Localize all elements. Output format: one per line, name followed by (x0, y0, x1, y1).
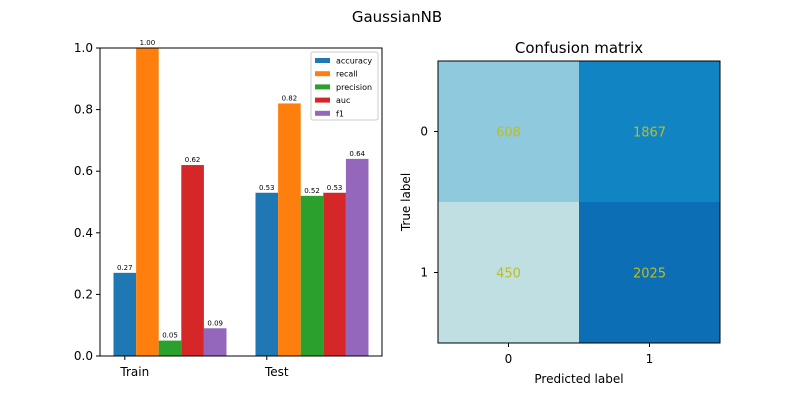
bar-marks: 0.27 0.53 1.00 0.82 0.05 0.52 0.62 0.53 0.09 0.64 (113, 39, 369, 356)
bar-auc-test (323, 192, 346, 356)
legend-label-auc: auc (336, 96, 350, 105)
legend-label-accuracy: accuracy (336, 57, 372, 66)
bar-precision-test (300, 195, 324, 356)
bar-recall-test (278, 103, 301, 356)
cm-cell-value: 450 (496, 267, 521, 282)
bar-value-label: 0.82 (282, 94, 298, 102)
cm-axes-frame (437, 60, 721, 344)
cm-x-tick-label: 1 (646, 352, 654, 366)
cm-title: Confusion matrix (515, 39, 643, 57)
cm-axes: 0 1 0 1 (420, 60, 721, 366)
legend-swatch-f1 (315, 110, 330, 116)
legend-swatch-recall (315, 71, 330, 77)
bar-f1-train (203, 328, 227, 356)
legend-swatch-auc (315, 97, 330, 103)
cm-cell-value: 2025 (633, 267, 666, 282)
bar-value-label: 0.05 (162, 332, 178, 340)
x-tick-label-train: Train (119, 365, 149, 379)
y-tick-label: 0.2 (74, 287, 93, 301)
legend-swatch-accuracy (315, 58, 330, 63)
legend-label-precision: precision (336, 83, 372, 92)
y-tick-label: 0.8 (74, 103, 93, 117)
bar-precision-train (158, 340, 182, 356)
cm-y-tick-label: 1 (420, 266, 428, 280)
legend-swatch-precision (315, 84, 330, 90)
bar-f1-test (345, 158, 369, 356)
cm-cell-0-0 (438, 61, 579, 202)
bar-axes: 0.0 0.2 0.4 0.6 0.8 1.0 Train Test (74, 41, 383, 379)
bar-value-label: 0.53 (327, 184, 343, 192)
bar-value-label: 0.52 (304, 187, 320, 195)
legend-label-recall: recall (336, 70, 358, 79)
cm-y-tick-label: 0 (420, 125, 428, 139)
bar-value-label: 1.00 (140, 39, 156, 47)
cm-x-tick-label: 0 (505, 352, 513, 366)
legend-label-f1: f1 (336, 109, 344, 118)
cm-cell-0-1 (579, 61, 720, 202)
cm-cell-1-1 (579, 202, 720, 343)
bar-value-label: 0.09 (207, 319, 223, 327)
cm-ylabel: True label (399, 173, 413, 232)
y-tick-label: 1.0 (74, 41, 93, 55)
y-tick-label: 0.4 (74, 226, 93, 240)
cm-cell-value: 608 (496, 126, 521, 141)
cm-cell-1-0 (438, 202, 579, 343)
figure-suptitle: GaussianNB (352, 8, 442, 26)
bar-value-label: 0.64 (349, 150, 365, 158)
bar-value-label: 0.53 (259, 184, 275, 192)
bar-accuracy-train (113, 272, 137, 356)
cm-cell-value: 1867 (633, 126, 666, 141)
cm-xlabel: Predicted label (534, 372, 623, 386)
bar-value-label: 0.62 (185, 156, 201, 164)
y-tick-label: 0.0 (74, 349, 93, 363)
cm-cells: 608 1867 450 2025 (438, 61, 720, 343)
bar-auc-train (181, 165, 204, 356)
x-tick-label-test: Test (264, 365, 289, 379)
bar-accuracy-test (255, 192, 279, 356)
bar-value-label: 0.27 (117, 264, 133, 272)
bar-legend: accuracy recall precision auc f1 (310, 51, 379, 121)
y-tick-label: 0.6 (74, 164, 93, 178)
metrics-bar-chart: 0.27 0.53 1.00 0.82 0.05 0.52 0.62 0.53 0.09 0.64… (74, 39, 383, 379)
bar-axes-frame (99, 47, 383, 357)
confusion-matrix-chart: Confusion matrix 608 1867 450 2025 0 1 0 1 Pre… (399, 39, 721, 386)
legend-box (310, 51, 379, 121)
bar-recall-train (136, 48, 159, 356)
